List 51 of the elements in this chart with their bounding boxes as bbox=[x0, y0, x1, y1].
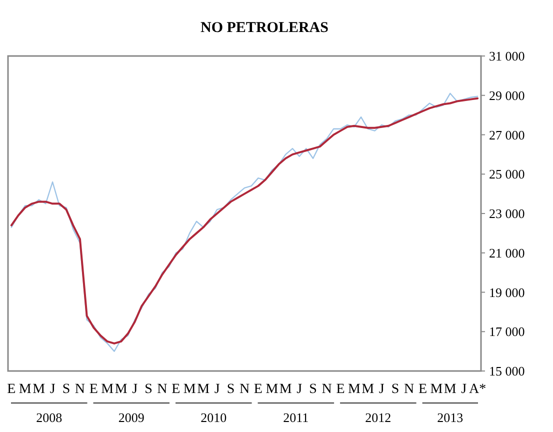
y-tick-label: 23 000 bbox=[489, 206, 525, 222]
x-tick-label: N bbox=[322, 382, 332, 397]
text: 2012 bbox=[365, 410, 392, 425]
x-tick-label: N bbox=[157, 382, 168, 397]
x-tick-label: E bbox=[418, 382, 428, 397]
text: 2013 bbox=[437, 410, 464, 425]
x-tick-label: N bbox=[239, 382, 250, 397]
y-tick-label: 27 000 bbox=[489, 127, 525, 142]
x-tick-label: M bbox=[101, 382, 114, 397]
x-tick-label: E bbox=[7, 382, 16, 397]
x-tick-label: M bbox=[183, 382, 196, 397]
x-tick-label: M bbox=[18, 382, 32, 397]
x-tick-label: E bbox=[336, 382, 345, 397]
y-tick-label: 17 000 bbox=[489, 324, 525, 340]
x-tick-label: S bbox=[62, 382, 70, 397]
chart-title: NO PETROLERAS bbox=[200, 20, 328, 36]
x-tick-label: N bbox=[74, 382, 86, 397]
x-tick-label: A* bbox=[469, 382, 486, 397]
x-tick-label: N bbox=[404, 382, 414, 397]
x-tick-label: S bbox=[391, 382, 400, 397]
text: 2008 bbox=[36, 410, 62, 425]
x-tick-label: J bbox=[50, 382, 56, 397]
x-tick-label: E bbox=[172, 382, 180, 397]
x-tick-label: E bbox=[89, 382, 98, 397]
x-tick-label: M bbox=[279, 382, 292, 397]
y-tick-label: 21 000 bbox=[489, 245, 525, 260]
x-tick-label: M bbox=[114, 382, 128, 397]
x-tick-label: M bbox=[32, 382, 46, 397]
x-tick-label: S bbox=[144, 382, 152, 397]
text: 2009 bbox=[118, 410, 144, 425]
x-tick-label: M bbox=[266, 382, 279, 397]
x-tick-label: S bbox=[309, 382, 317, 397]
y-tick-label: 15 000 bbox=[489, 364, 525, 379]
x-tick-label: M bbox=[444, 382, 457, 397]
y-tick-label: 29 000 bbox=[489, 88, 525, 103]
x-tick-label: M bbox=[362, 382, 375, 397]
x-tick-label: M bbox=[197, 382, 210, 397]
y-tick-label: 31 000 bbox=[489, 48, 525, 64]
x-tick-label: E bbox=[254, 382, 262, 397]
x-tick-label: J bbox=[132, 382, 138, 397]
y-tick-label: 25 000 bbox=[489, 166, 525, 182]
text: 2010 bbox=[200, 410, 227, 425]
x-tick-label: J bbox=[461, 382, 468, 397]
x-tick-label: J bbox=[296, 382, 303, 397]
y-tick-label: 19 000 bbox=[489, 284, 525, 300]
x-tick-label: M bbox=[430, 382, 444, 397]
x-tick-label: S bbox=[226, 382, 235, 397]
text: 2011 bbox=[283, 410, 309, 425]
x-tick-label: M bbox=[348, 382, 361, 397]
x-tick-label: J bbox=[378, 382, 385, 397]
x-tick-label: J bbox=[214, 382, 220, 397]
